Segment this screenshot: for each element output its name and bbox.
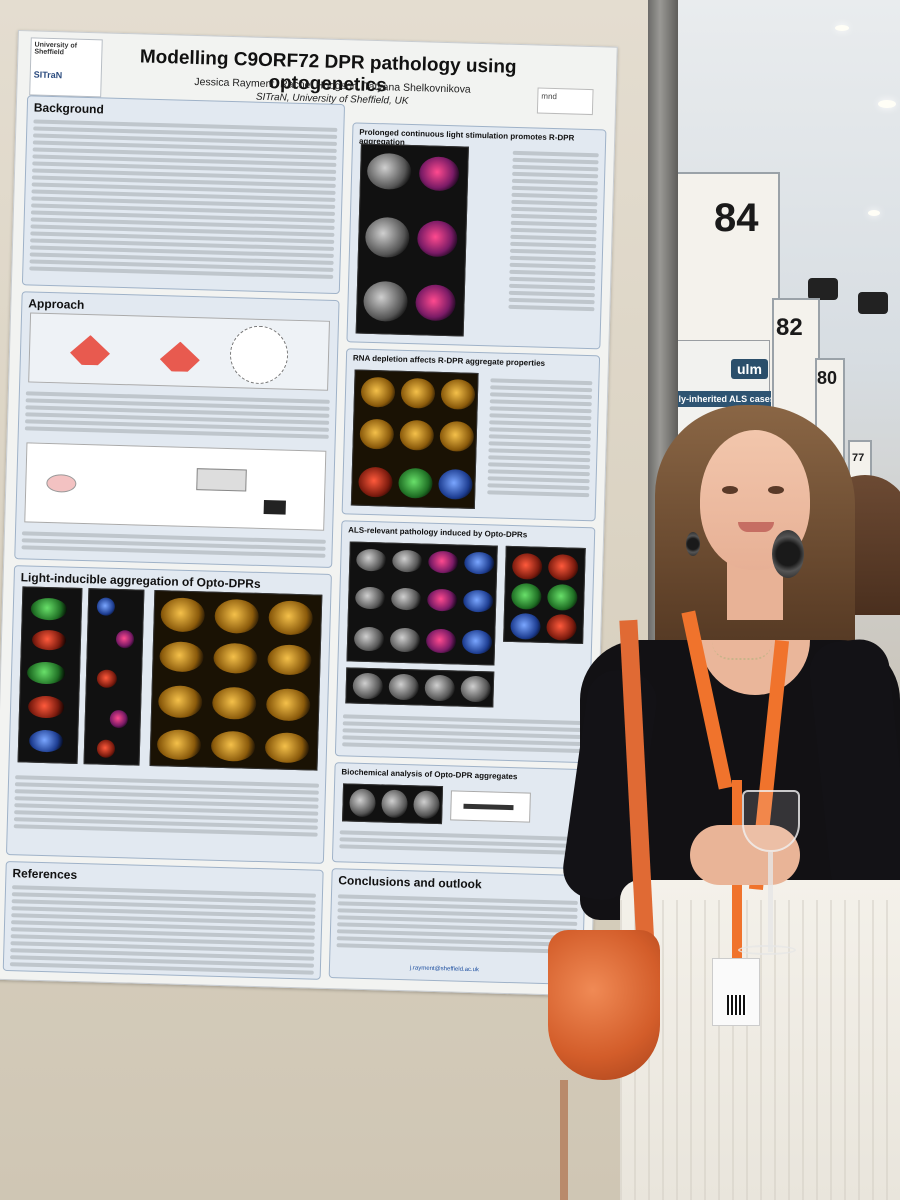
section-approach: Approach [14, 291, 340, 568]
microscopy-panel-cry2olig [83, 588, 145, 766]
microscopy-panel-dprs [17, 586, 83, 764]
figure-caption-lines [13, 772, 320, 839]
university-logo: University of Sheffield SITraN [29, 37, 103, 98]
section-biochemical: Biochemical analysis of Opto-DPR aggrega… [331, 762, 589, 870]
figure-caption-lines [339, 827, 580, 858]
stage-spotlight [858, 292, 888, 314]
section-heading: Conclusions and outlook [338, 873, 482, 892]
figure-caption-lines [487, 375, 593, 500]
aggregation-circle [229, 325, 289, 385]
wine-glass-base [738, 945, 796, 955]
ceiling-light [835, 25, 849, 31]
booth-number-80: 80 [817, 368, 838, 388]
microscopy-panel-stimulation [503, 545, 586, 645]
section-rna-depletion: RNA depletion affects R-DPR aggregate pr… [341, 348, 601, 522]
orange-shoulder-bag [548, 930, 660, 1080]
sponsor-logo: mnd [536, 87, 594, 116]
section-light-inducible: Light-inducible aggregation of Opto-DPRs [5, 565, 332, 864]
microscopy-panel-biochem [342, 783, 444, 825]
woman-neck [727, 560, 783, 620]
microscopy-panel-sg [345, 667, 495, 708]
wine-glass-stem [768, 852, 773, 952]
conclusion-text-lines [336, 891, 578, 957]
booth-number-84: 84 [714, 196, 759, 240]
microscopy-panel-rna [350, 369, 479, 509]
ceiling-light [878, 100, 896, 108]
wine-glass [742, 790, 800, 852]
section-prolonged-stimulation: Prolonged continuous light stimulation p… [346, 122, 607, 350]
microscopy-panel-r-dpr [355, 143, 469, 337]
figure-caption-lines [508, 148, 599, 314]
eye-left [722, 486, 738, 494]
research-poster: University of Sheffield SITraN Modelling… [0, 30, 618, 997]
section-heading: Biochemical analysis of Opto-DPR aggrega… [341, 767, 518, 782]
section-als-pathology: ALS-relevant pathology induced by Opto-D… [334, 520, 596, 764]
qr-code [727, 995, 747, 1015]
ceiling-light [868, 210, 880, 216]
microscope [196, 468, 247, 492]
booth-number-77: 77 [852, 452, 865, 464]
cry2olig-schematic [28, 312, 331, 391]
monitor [263, 500, 286, 515]
body-text-lines [29, 116, 338, 281]
section-references: References [2, 860, 324, 980]
earring-left [686, 532, 700, 556]
neighbor-poster-title: mally-inherited ALS cases [661, 391, 771, 407]
contact-email: j.rayment@sheffield.ac.uk [409, 965, 480, 974]
western-blot [450, 790, 531, 823]
name-badge [712, 958, 760, 1026]
bag-tassel [560, 1080, 568, 1200]
microscopy-panel-timelapse [149, 590, 323, 771]
reference-lines [9, 882, 317, 977]
booth-number-82: 82 [776, 314, 803, 341]
figure-caption-lines [342, 711, 583, 756]
microscopy-panel-als [346, 541, 498, 666]
culture-plate [46, 473, 77, 493]
section-heading: RNA depletion affects R-DPR aggregate pr… [352, 353, 546, 368]
stage-spotlight [808, 278, 838, 300]
neighbor-poster-logo: ulm [731, 359, 768, 379]
university-name: University of Sheffield [34, 41, 78, 57]
necklace [712, 642, 772, 660]
institute-logo: SITraN [33, 69, 63, 81]
imaging-setup-schematic [24, 442, 327, 531]
figure-caption-lines [24, 388, 330, 441]
earring-right [772, 530, 804, 578]
neuron-illustration [70, 335, 111, 366]
neuron-illustration [160, 341, 201, 372]
booth-board-77: 77 [848, 440, 872, 480]
eye-right [768, 486, 784, 494]
smile [738, 522, 774, 532]
figure-caption-lines [21, 528, 326, 560]
section-heading: ALS-relevant pathology induced by Opto-D… [348, 525, 528, 540]
section-background: Background [21, 95, 346, 295]
